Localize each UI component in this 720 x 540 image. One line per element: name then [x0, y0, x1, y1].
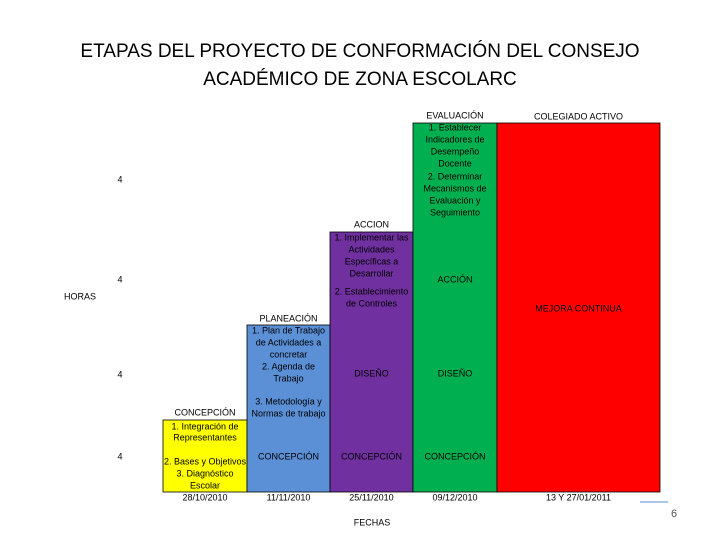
stage-text: CONCEPCIÓN — [424, 451, 485, 461]
stage-text: 2. Bases y Objetivos — [164, 456, 247, 466]
stage-text: EVALUACIÓN — [426, 110, 483, 120]
title-line: ETAPAS DEL PROYECTO DE CONFORMACIÓN DEL … — [80, 40, 639, 62]
stage-block — [412, 122, 498, 493]
stage-text: Evaluación y — [429, 195, 481, 205]
x-axis-label: FECHAS — [354, 517, 391, 527]
stage-text: Actividades — [348, 244, 395, 254]
stage-block — [162, 419, 248, 493]
stage-text: Desarrollar — [349, 268, 393, 278]
stage-text: Escolar — [190, 480, 220, 490]
stage-text: Docente — [438, 158, 472, 168]
stage-text: CONCEPCIÓN — [174, 407, 235, 417]
y-tick-label: 4 — [117, 369, 122, 379]
stage-text: CONCEPCIÓN — [258, 451, 319, 461]
date-label: 25/11/2010 — [349, 492, 393, 502]
stage-text: MEJORA CONTINUA — [535, 303, 622, 313]
y-axis-label: HORAS — [64, 291, 96, 301]
date-label: 13 Y 27/01/2011 — [546, 492, 611, 502]
page-number: 6 — [671, 508, 677, 520]
stage-text: de Controles — [346, 298, 398, 308]
stage-text: DISEÑO — [354, 368, 389, 378]
stage-text: de Actividades a — [256, 337, 322, 347]
stage-text: 2. Establecimiento — [335, 286, 409, 296]
stage-text: PLANEACIÓN — [259, 313, 317, 323]
title-line: ACADÉMICO DE ZONA ESCOLARC — [203, 69, 517, 90]
y-tick-label: 4 — [117, 174, 122, 184]
stage-text: DISEÑO — [438, 368, 473, 378]
date-label: 28/10/2010 — [182, 492, 227, 502]
stage-text: Específicas a — [345, 256, 399, 266]
stage-block — [246, 324, 331, 493]
stage-text: 1. Implementar las — [334, 232, 409, 242]
diagram: CONCEPCIÓN 1. Integración deRepresentante… — [117, 110, 668, 503]
stage-text: 1. Establecer — [429, 122, 482, 132]
date-label: 09/12/2010 — [432, 492, 477, 502]
date-label: 11/11/2010 — [267, 492, 311, 502]
stage-text: 1. Integración de — [171, 421, 238, 431]
y-tick-label: 4 — [117, 274, 122, 284]
stage-text: CONCEPCIÓN — [341, 451, 402, 461]
stage-text: 3. Diagnóstico — [176, 468, 233, 478]
stage-text: 2. Determinar — [428, 171, 483, 181]
stage-text: Indicadores de — [425, 134, 484, 144]
stage-text: ACCION — [354, 219, 389, 229]
stage-text: Trabajo — [273, 373, 303, 383]
stage-block — [329, 231, 414, 493]
stage-text: 1. Plan de Trabajo — [252, 325, 325, 335]
y-tick-label: 4 — [117, 451, 122, 461]
stage-text: Representantes — [173, 432, 237, 442]
stage-text: Mecanismos de — [423, 183, 486, 193]
stage-text: Normas de trabajo — [251, 408, 325, 418]
stage-text: 2. Agenda de — [262, 361, 315, 371]
stage-text: ACCIÓN — [437, 274, 472, 284]
stage-text: Desempeño — [431, 146, 480, 156]
stage-text: Seguimiento — [430, 207, 480, 217]
stage-text: concretar — [270, 349, 308, 359]
stage-text: COLEGIADO ACTIVO — [534, 111, 623, 121]
stage-block — [496, 122, 661, 493]
stage-text: 3. Metodología y — [255, 396, 322, 406]
